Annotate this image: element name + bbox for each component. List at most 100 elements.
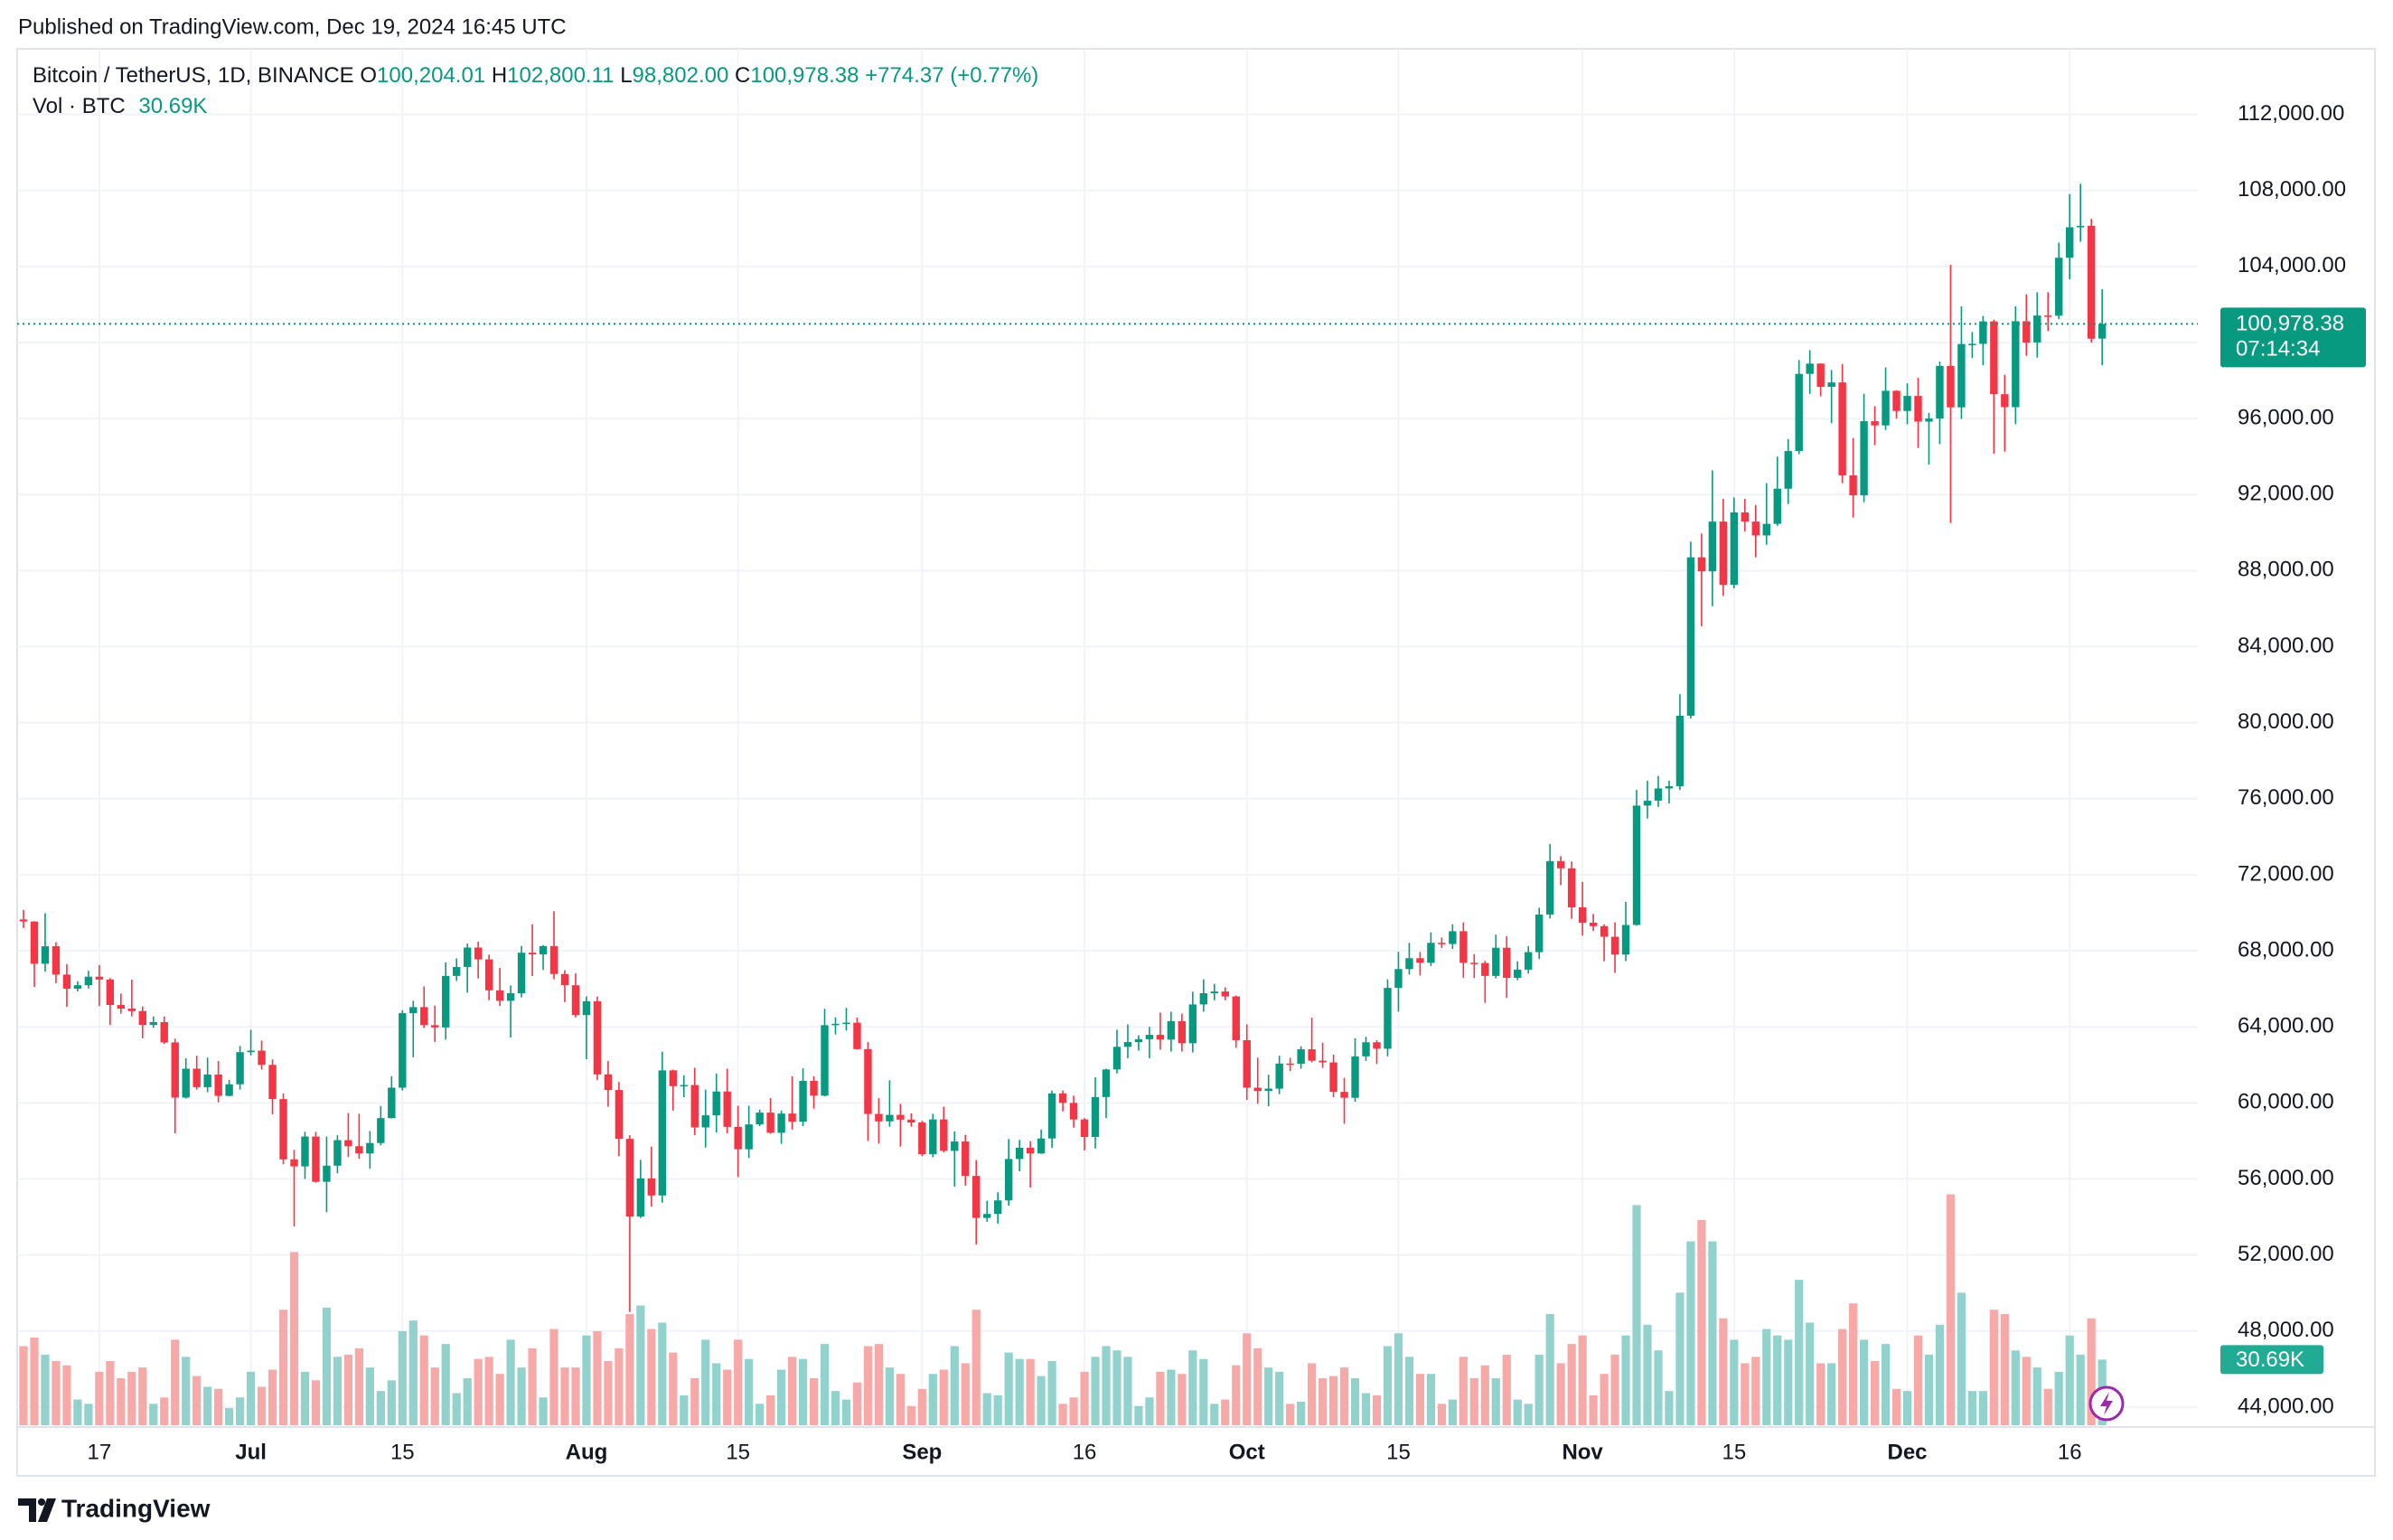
volume-bar: [257, 1386, 267, 1425]
candle-body: [2097, 324, 2107, 339]
candle-body: [929, 1119, 937, 1155]
candle-body: [777, 1113, 785, 1133]
volume-bar: [798, 1358, 808, 1425]
y-tick-label: 108,000.00: [2238, 177, 2346, 202]
volume-bar: [2022, 1357, 2031, 1425]
volume-bar: [1600, 1374, 1609, 1425]
alert-bolt[interactable]: [2100, 1392, 2113, 1415]
candle-body: [1123, 1042, 1132, 1047]
candle-body: [1416, 958, 1424, 963]
candle-body: [1936, 365, 1944, 419]
legend-low-label: L: [620, 63, 632, 88]
candle-body: [366, 1142, 374, 1154]
candle-body: [1892, 390, 1900, 411]
volume-bar: [625, 1314, 634, 1425]
volume-bar: [1145, 1397, 1154, 1425]
volume-bar: [734, 1339, 743, 1425]
brand-logo[interactable]: TradingView: [18, 1494, 211, 1522]
alert-icon[interactable]: [2088, 1385, 2125, 1422]
candle-body: [268, 1065, 277, 1100]
candle-body: [1610, 936, 1619, 955]
candle-body: [2066, 227, 2074, 258]
volume-bar: [1264, 1367, 1273, 1425]
volume-bar: [723, 1369, 732, 1425]
candle-body: [1990, 321, 1998, 395]
y-tick-label: 48,000.00: [2238, 1318, 2334, 1342]
candle-body: [1438, 943, 1446, 944]
logo-mark[interactable]: [18, 1498, 36, 1522]
y-tick-label: 68,000.00: [2238, 937, 2334, 962]
candle-body: [463, 947, 472, 967]
volume-bar: [236, 1397, 245, 1425]
candle-body: [409, 1007, 418, 1014]
candle-body: [647, 1178, 656, 1196]
volume-bar: [333, 1357, 343, 1425]
candle-body: [1871, 421, 1879, 426]
volume-bar: [1773, 1335, 1782, 1425]
volume-bar: [41, 1354, 50, 1425]
candle-body: [1545, 860, 1554, 915]
candle-body: [1514, 969, 1522, 978]
volume-bar: [755, 1404, 765, 1425]
candle-body: [506, 992, 515, 1001]
logo-dot[interactable]: [38, 1498, 45, 1506]
candle-body: [1167, 1020, 1176, 1040]
volume-bar: [203, 1386, 212, 1425]
candle-body: [1449, 931, 1457, 944]
volume-bar: [2087, 1318, 2096, 1425]
volume-bar: [712, 1363, 721, 1425]
volume-bar: [658, 1322, 667, 1425]
candle-body: [1394, 969, 1403, 989]
volume-bar: [1860, 1339, 1869, 1425]
volume-bar: [1730, 1339, 1739, 1425]
volume-bar: [30, 1338, 39, 1425]
candle-body: [495, 990, 504, 1001]
volume-bar: [1253, 1348, 1262, 1425]
candle-body: [517, 953, 526, 993]
candle-body: [821, 1025, 829, 1096]
candle-body: [192, 1068, 201, 1087]
candle-body: [907, 1119, 915, 1123]
candle-body: [593, 1000, 602, 1075]
volume-bar: [560, 1367, 569, 1425]
candle-body: [1708, 521, 1717, 572]
volume-bar: [1328, 1376, 1338, 1425]
candle-body: [1827, 382, 1835, 387]
x-tick-label: Sep: [902, 1440, 942, 1464]
last-price-tag: [2220, 307, 2366, 368]
volume-bar: [2011, 1350, 2020, 1425]
logo-slash[interactable]: [38, 1498, 56, 1522]
volume-bar: [745, 1358, 754, 1425]
volume-bar: [1654, 1350, 1663, 1425]
volume-bar: [1134, 1405, 1143, 1425]
x-tick-label: 15: [390, 1440, 415, 1464]
x-tick-label: Nov: [1562, 1440, 1603, 1464]
legend-low: 98,802.00: [633, 63, 729, 88]
volume-bar: [1708, 1241, 1717, 1425]
candle-body: [1643, 800, 1652, 806]
volume-bar: [950, 1346, 959, 1425]
volume-bar: [1394, 1333, 1403, 1425]
candle-body: [2087, 225, 2096, 339]
candle-body: [388, 1087, 396, 1119]
candle-body: [604, 1074, 613, 1091]
candle-body: [1816, 363, 1825, 387]
candle-body: [799, 1080, 807, 1122]
candle-body: [333, 1140, 342, 1166]
volume-bar: [1827, 1363, 1836, 1425]
volume-bar: [192, 1376, 202, 1425]
volume-bar: [841, 1399, 851, 1425]
candle-body: [680, 1085, 688, 1087]
volume-bar: [1913, 1335, 1923, 1425]
brand-name[interactable]: TradingView: [61, 1494, 211, 1522]
candle-body: [560, 973, 569, 986]
volume-bar: [2032, 1367, 2041, 1425]
candle-body: [95, 976, 104, 980]
candle-body: [41, 946, 50, 964]
candle-body: [1979, 321, 1987, 344]
candle-body: [1589, 922, 1598, 926]
candle-body: [1047, 1093, 1056, 1139]
volume-bar: [971, 1310, 981, 1425]
volume-bar: [1751, 1357, 1760, 1425]
